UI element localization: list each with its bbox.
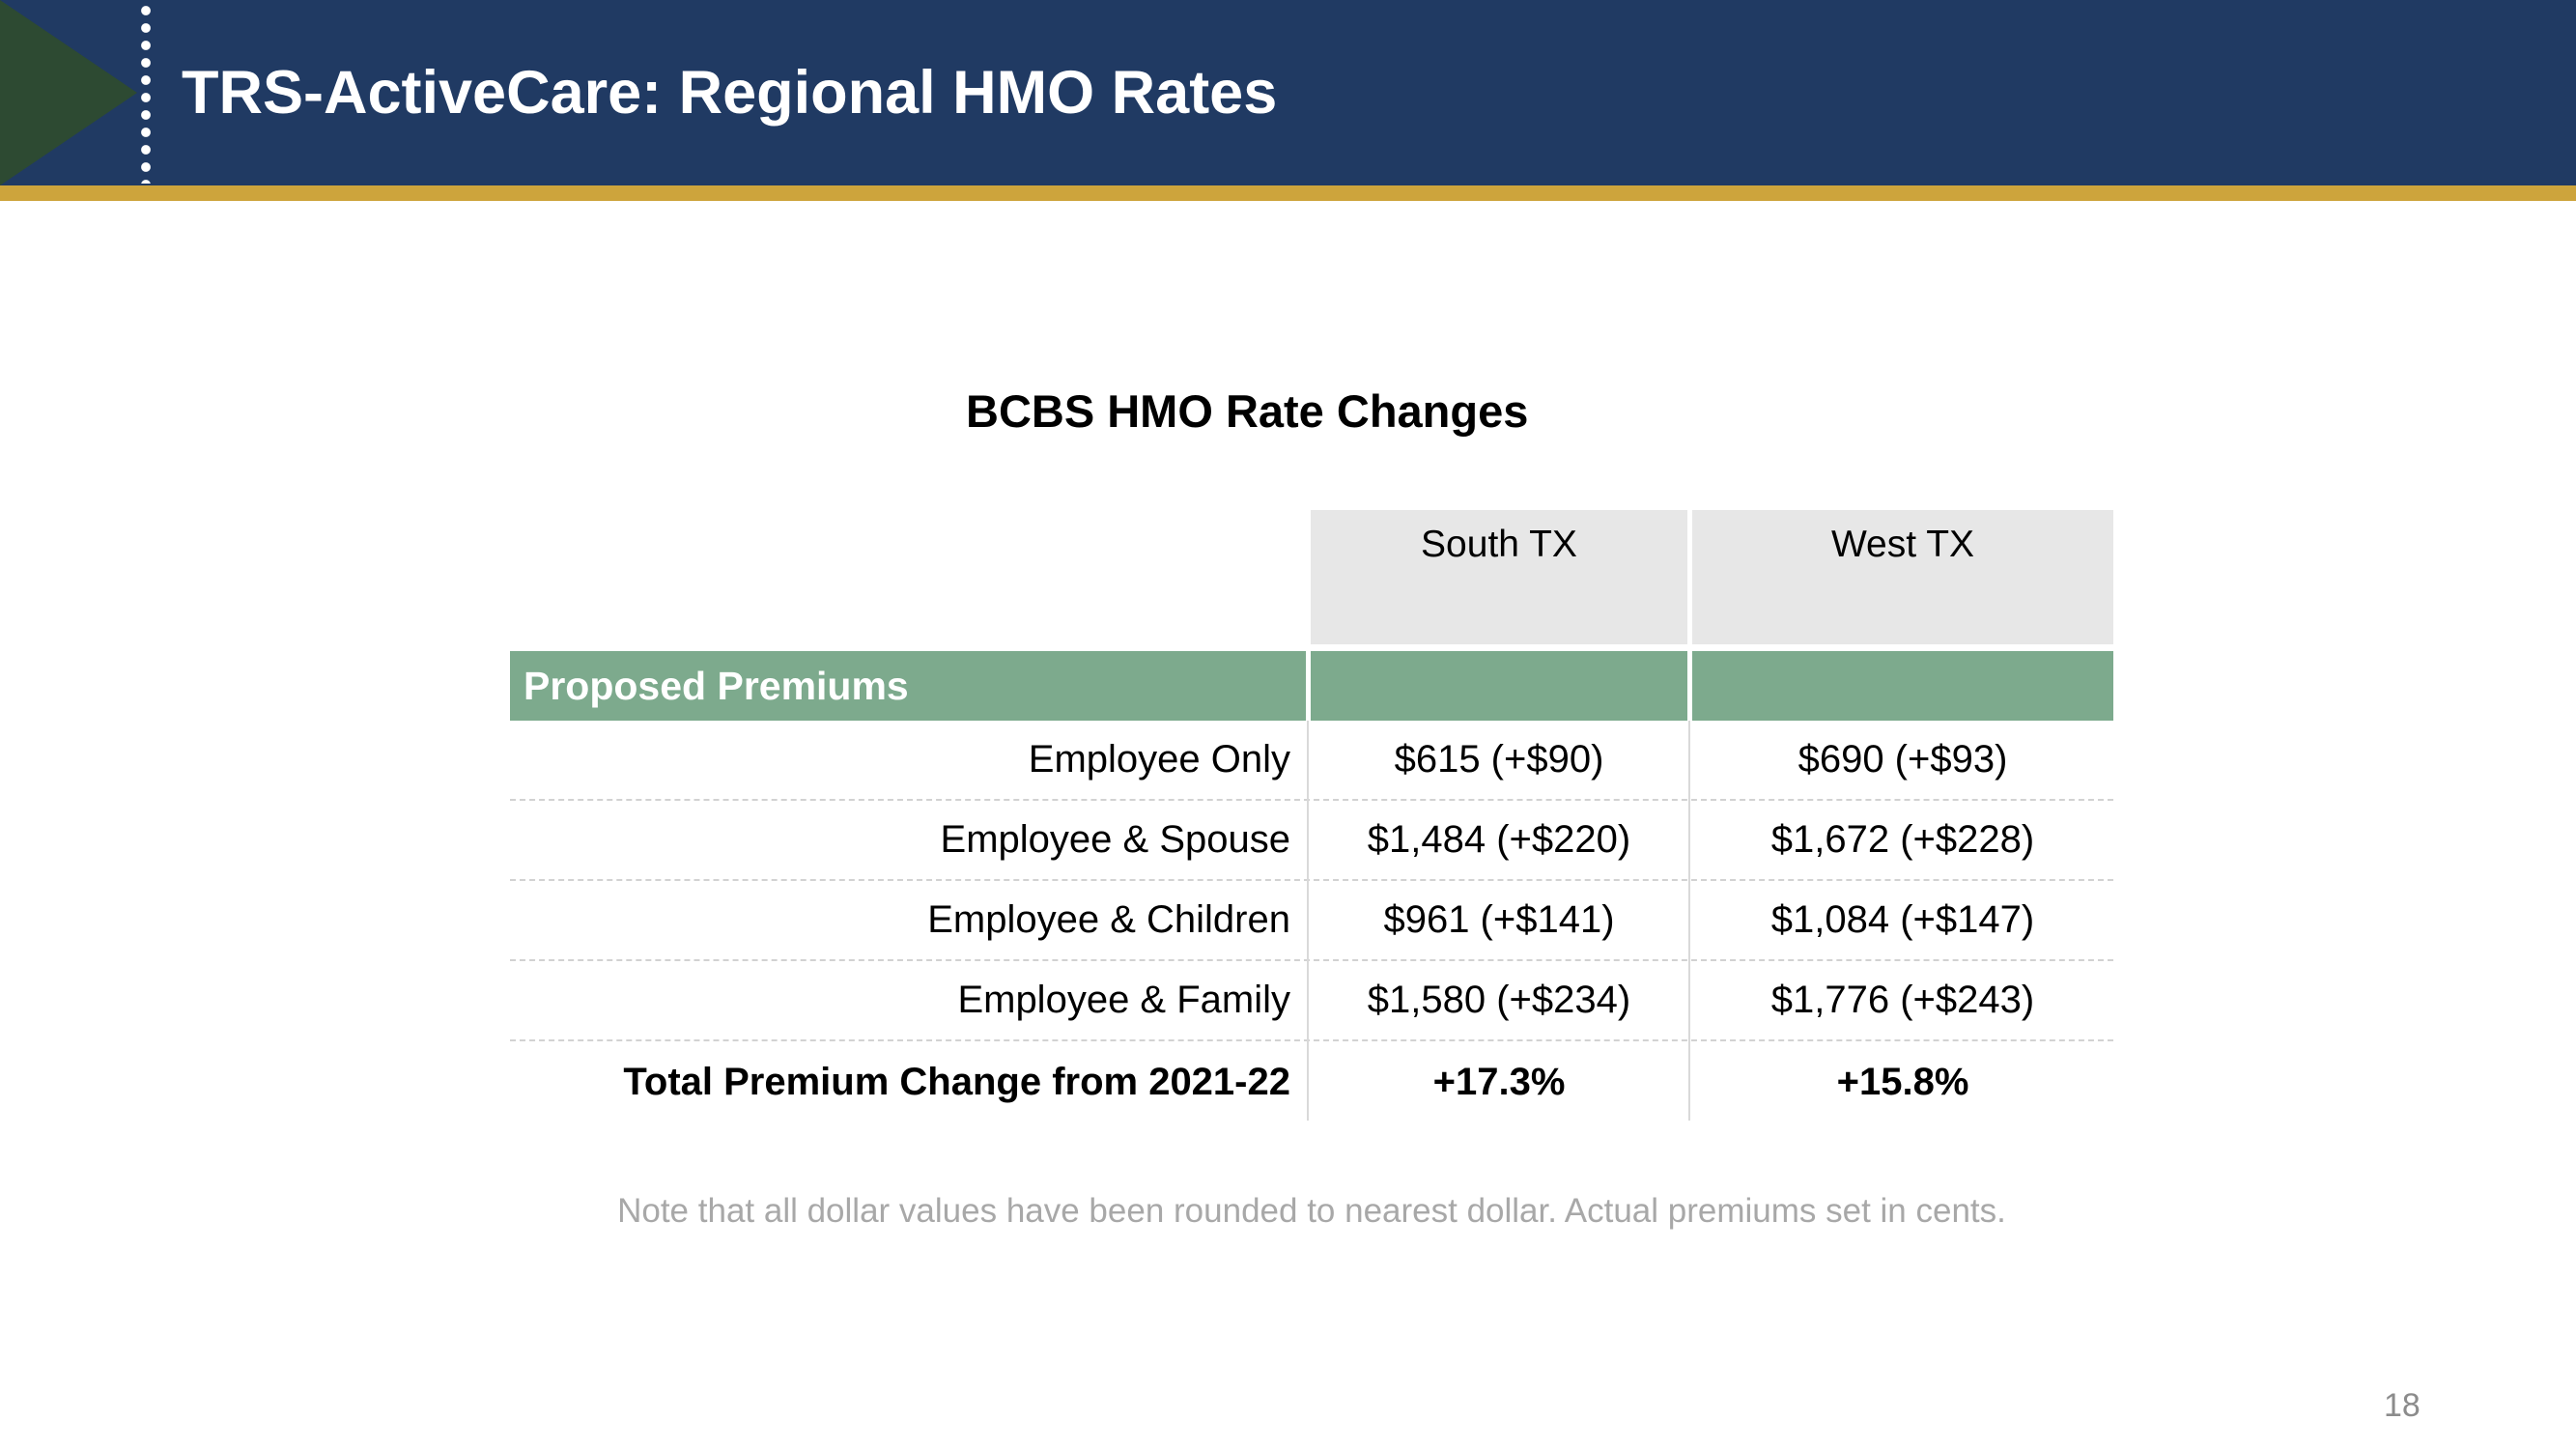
column-header-spacer: [510, 510, 1306, 644]
total-row-label: Total Premium Change from 2021-22: [623, 1061, 1290, 1103]
row-label: Employee & Children: [927, 898, 1290, 941]
row-value-south: $1,580 (+$234): [1367, 979, 1631, 1021]
row-value-west: $1,672 (+$228): [1770, 818, 2035, 861]
header-band: TRS-ActiveCare: Regional HMO Rates: [0, 0, 2576, 185]
row-label: Employee & Spouse: [940, 818, 1290, 861]
gold-accent-bar: [0, 185, 2576, 201]
row-value-south: $1,484 (+$220): [1367, 818, 1631, 861]
arrow-triangle-icon: [0, 0, 137, 185]
row-value-south: $615 (+$90): [1394, 738, 1604, 781]
table-row: Employee Only $615 (+$90) $690 (+$93): [510, 721, 2113, 799]
table-total-row: Total Premium Change from 2021-22 +17.3%…: [510, 1039, 2113, 1122]
page-number: 18: [2384, 1387, 2420, 1424]
total-value-west: +15.8%: [1836, 1061, 1969, 1103]
row-value-west: $1,084 (+$147): [1770, 898, 2035, 941]
table-row: Employee & Children $961 (+$141) $1,084 …: [510, 879, 2113, 959]
row-value-south: $961 (+$141): [1383, 898, 1615, 941]
column-header-south-tx: South TX: [1311, 510, 1687, 644]
section-header-row: Proposed Premiums: [510, 651, 2113, 721]
row-value-west: $1,776 (+$243): [1770, 979, 2035, 1021]
row-label: Employee & Family: [957, 979, 1290, 1021]
dotted-divider-line: [140, 2, 152, 184]
total-value-south: +17.3%: [1432, 1061, 1566, 1103]
table-row: Employee & Spouse $1,484 (+$220) $1,672 …: [510, 799, 2113, 879]
row-label: Employee Only: [1028, 738, 1290, 781]
column-divider-line: [1688, 721, 1690, 1121]
section-header-cell: [1692, 651, 2113, 721]
rates-table: South TX West TX Proposed Premiums Emplo…: [510, 510, 2113, 1122]
slide-title: TRS-ActiveCare: Regional HMO Rates: [182, 59, 1278, 127]
row-value-west: $690 (+$93): [1798, 738, 2008, 781]
section-header-label: Proposed Premiums: [510, 651, 1306, 721]
column-header-west-tx: West TX: [1692, 510, 2113, 644]
section-header-cell: [1311, 651, 1687, 721]
footnote-text: Note that all dollar values have been ro…: [617, 1192, 2006, 1230]
table-row: Employee & Family $1,580 (+$234) $1,776 …: [510, 959, 2113, 1039]
table-title: BCBS HMO Rate Changes: [966, 385, 1529, 437]
column-divider-line: [1307, 721, 1309, 1121]
table-column-header-row: South TX West TX: [510, 510, 2113, 644]
